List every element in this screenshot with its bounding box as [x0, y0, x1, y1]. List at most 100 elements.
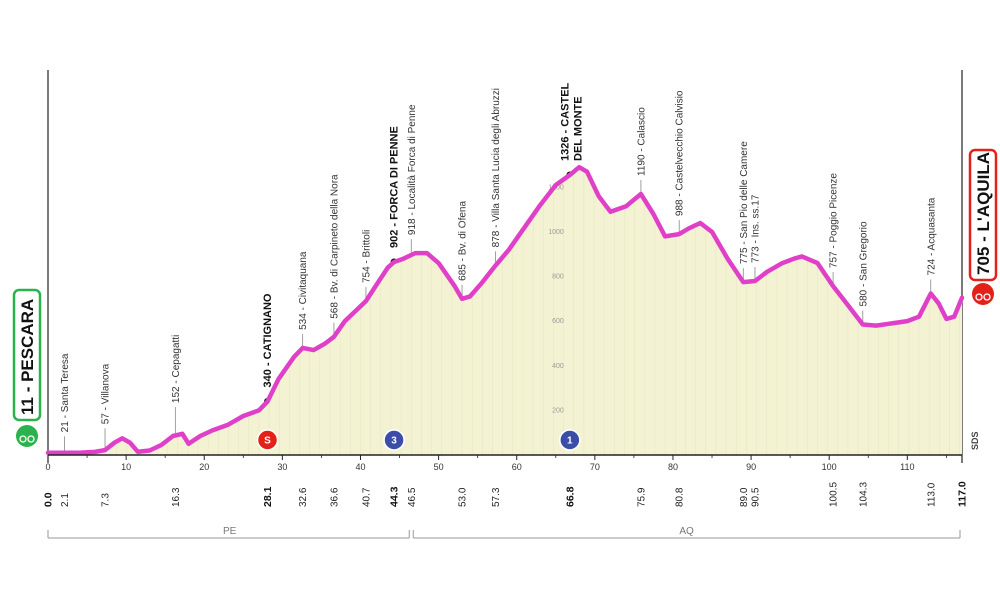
- km-value: 16.3: [171, 487, 182, 507]
- start-text: 11 - PESCARA: [18, 299, 37, 415]
- x-tick-label: 60: [512, 462, 522, 472]
- start-label: 11 - PESCARA: [18, 299, 37, 415]
- waypoint-name: 57 - Villanova: [101, 363, 112, 424]
- x-tick-label: 80: [668, 462, 678, 472]
- waypoint-name: 1190 - Calascio: [636, 107, 647, 176]
- climb-marker-label: 1: [567, 436, 573, 447]
- finish-text: 705 - L'AQUILA: [974, 152, 993, 275]
- km-label: 90.5: [750, 487, 761, 507]
- waypoint-label: 878 - Villa Santa Lucia degli Abruzzi: [491, 88, 502, 247]
- x-tick-label: 40: [355, 462, 365, 472]
- waypoint-name: 757 - Poggio Picenze: [829, 173, 840, 269]
- waypoint-name: 21 - Santa Teresa: [60, 353, 71, 432]
- waypoint-label: 568 - Bv. di Carpineto della Nora: [329, 174, 340, 319]
- altitude-tick-label: 1000: [548, 229, 564, 236]
- waypoint-label: 57 - Villanova: [101, 363, 112, 424]
- km-value: 7.3: [101, 493, 112, 507]
- km-value: 44.3: [389, 486, 401, 507]
- climb-marker-label: 3: [391, 436, 397, 447]
- start-bike-wheel: [27, 435, 35, 443]
- start-km-label: 0.0: [43, 492, 55, 507]
- waypoint-label: 685 - Bv. di Ofena: [458, 201, 469, 281]
- sprint-marker-label: S: [264, 436, 271, 447]
- km-value: 90.5: [750, 487, 761, 507]
- waypoint-label: 1326 - CASTEL DEL MONTE: [559, 82, 584, 161]
- km-value: 113.0: [926, 482, 937, 507]
- waypoint-name: 754 - Brittoli: [361, 230, 372, 283]
- km-value: 28.1: [262, 486, 274, 507]
- climb-markers: S 3 1: [256, 429, 581, 451]
- waypoint-name: 878 - Villa Santa Lucia degli Abruzzi: [491, 88, 502, 247]
- waypoint-name: 902 - FORCA DI PENNE: [389, 126, 401, 248]
- altitude-tick-label: 800: [552, 274, 564, 281]
- region-label: AQ: [679, 526, 694, 537]
- x-tick-label: 110: [900, 462, 914, 472]
- profile-fill: [48, 167, 962, 455]
- waypoint-label: 1190 - Calascio: [636, 107, 647, 176]
- waypoint-label: 21 - Santa Teresa: [60, 353, 71, 432]
- km-label: 44.3: [389, 486, 401, 507]
- km-label: 80.8: [675, 487, 686, 507]
- km-value: 100.5: [829, 482, 840, 507]
- waypoint-name: 1326 - CASTEL: [559, 82, 571, 161]
- x-tick-label: 100: [822, 462, 837, 472]
- x-tick-label: 90: [746, 462, 756, 472]
- start-finish-badges: 11 - PESCARA 705 - L'AQUILA SDS: [12, 148, 998, 450]
- waypoint-name: 152 - Cepagatti: [171, 335, 182, 403]
- km-value: 40.7: [361, 487, 372, 507]
- waypoint-name: 685 - Bv. di Ofena: [458, 201, 469, 281]
- km-value: 66.8: [564, 486, 576, 507]
- waypoint-name: 340 - CATIGNANO: [262, 293, 274, 387]
- sprint-marker: [256, 429, 279, 451]
- waypoint-label: 340 - CATIGNANO: [262, 293, 274, 387]
- finish-km-value: 117.0: [957, 481, 969, 507]
- profile-line: [45, 164, 965, 456]
- x-tick-label: 70: [590, 462, 600, 472]
- waypoint-label: 152 - Cepagatti: [171, 335, 182, 403]
- x-tick-label: 50: [434, 462, 444, 472]
- x-tick-label: 0: [45, 462, 50, 472]
- km-label: 66.8: [564, 486, 576, 507]
- climb-marker: [383, 429, 405, 451]
- km-value: 2.1: [60, 493, 71, 507]
- km-label: 53.0: [458, 487, 469, 507]
- waypoint-name: 988 - Castelvecchio Calvisio: [675, 90, 686, 216]
- km-label: 28.1: [262, 486, 274, 507]
- finish-bike-icon: [972, 283, 994, 305]
- start-km-value: 0.0: [43, 492, 55, 507]
- waypoint-name: 775 - San Pio delle Camere: [739, 141, 750, 264]
- km-label: 104.3: [858, 482, 869, 507]
- km-label: 46.5: [407, 487, 418, 507]
- start-badge: [12, 288, 42, 422]
- waypoint-name-2: DEL MONTE: [572, 96, 584, 161]
- km-labels: 2.1 7.3 16.3 28.1 32.6 36.6 40.7 44.3 46.5 53.0 57…: [43, 481, 969, 507]
- km-label: 16.3: [171, 487, 182, 507]
- km-value: 104.3: [858, 482, 869, 507]
- profile-line-group: [45, 164, 965, 456]
- altitude-tick-label: 200: [552, 407, 564, 414]
- waypoint-label: 580 - San Gregorio: [858, 221, 869, 306]
- x-tick-label: 20: [199, 462, 209, 472]
- km-label: 75.9: [636, 487, 647, 507]
- finish-label: 705 - L'AQUILA: [974, 152, 993, 275]
- waypoint-name: 568 - Bv. di Carpineto della Nora: [329, 174, 340, 319]
- km-label: 89.0: [739, 487, 750, 507]
- finish-bike-wheel: [975, 293, 983, 301]
- waypoint-labels: 21 - Santa Teresa 57 - Villanova 152 - Cep…: [60, 82, 937, 432]
- altitude-tick-label: 400: [552, 363, 564, 370]
- km-value: 57.3: [491, 487, 502, 507]
- km-value: 80.8: [675, 487, 686, 507]
- climb-marker: [559, 429, 581, 451]
- sds-logo-text: SDS: [970, 431, 980, 450]
- km-value: 46.5: [407, 487, 418, 507]
- waypoint-label: 534 - Civitaquana: [298, 251, 309, 330]
- km-value: 36.6: [329, 487, 340, 507]
- start-bike-icon: [16, 425, 38, 447]
- finish-bike-wheel: [983, 293, 991, 301]
- x-axis: 0 10 20 30 40 50 60 70 80 90 100 110: [45, 454, 962, 472]
- km-value: 89.0: [739, 487, 750, 507]
- km-label: 2.1: [60, 493, 71, 507]
- x-tick-label: 10: [121, 462, 131, 472]
